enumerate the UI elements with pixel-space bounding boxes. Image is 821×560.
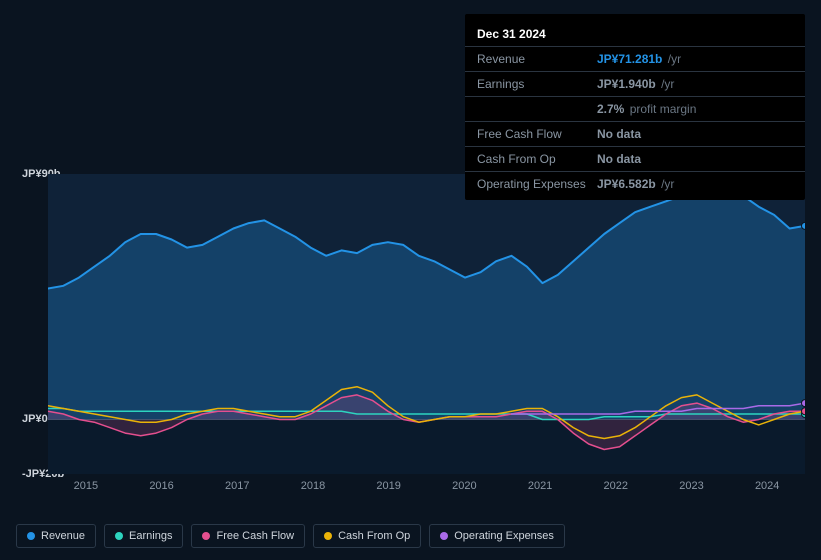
info-value-main: JP¥71.281b — [597, 52, 662, 66]
y-tick-label: JP¥0 — [22, 413, 48, 425]
chart-svg — [48, 174, 805, 474]
legend-label: Revenue — [41, 530, 85, 542]
info-value: JP¥6.582b /yr — [597, 176, 793, 192]
legend-dot-icon — [324, 532, 332, 540]
info-row-cfo: Cash From Op No data — [465, 146, 805, 171]
legend: Revenue Earnings Free Cash Flow Cash From O… — [16, 524, 565, 548]
legend-item-fcf[interactable]: Free Cash Flow — [191, 524, 305, 548]
x-tick-label: 2023 — [654, 480, 730, 492]
x-axis-labels: 2015201620172018201920202021202220232024 — [48, 480, 805, 492]
legend-label: Operating Expenses — [454, 530, 554, 542]
info-value-unit: /yr — [661, 177, 674, 191]
info-value: 2.7% profit margin — [597, 101, 793, 117]
info-date-text: Dec 31 2024 — [477, 26, 546, 42]
info-value-main: JP¥6.582b — [597, 177, 656, 191]
x-tick-label: 2017 — [199, 480, 275, 492]
info-date: Dec 31 2024 — [465, 22, 805, 46]
info-label: Free Cash Flow — [477, 126, 597, 142]
info-row-opex: Operating Expenses JP¥6.582b /yr — [465, 171, 805, 196]
legend-dot-icon — [440, 532, 448, 540]
info-value-main: No data — [597, 152, 641, 166]
info-value: JP¥1.940b /yr — [597, 76, 793, 92]
info-value-unit: profit margin — [630, 102, 697, 116]
legend-dot-icon — [27, 532, 35, 540]
info-label: Earnings — [477, 76, 597, 92]
legend-dot-icon — [202, 532, 210, 540]
legend-label: Cash From Op — [338, 530, 410, 542]
legend-item-earnings[interactable]: Earnings — [104, 524, 183, 548]
x-tick-label: 2021 — [502, 480, 578, 492]
x-tick-label: 2018 — [275, 480, 351, 492]
info-value: No data — [597, 151, 793, 167]
x-tick-label: 2016 — [124, 480, 200, 492]
info-row-revenue: Revenue JP¥71.281b /yr — [465, 46, 805, 71]
info-label: Cash From Op — [477, 151, 597, 167]
x-tick-label: 2020 — [427, 480, 503, 492]
legend-item-cfo[interactable]: Cash From Op — [313, 524, 421, 548]
info-value: JP¥71.281b /yr — [597, 51, 793, 67]
info-value-main: No data — [597, 127, 641, 141]
legend-label: Earnings — [129, 530, 172, 542]
info-value-unit: /yr — [668, 52, 681, 66]
info-label — [477, 101, 597, 117]
x-tick-label: 2022 — [578, 480, 654, 492]
info-value: No data — [597, 126, 793, 142]
legend-item-revenue[interactable]: Revenue — [16, 524, 96, 548]
info-value-main: 2.7% — [597, 102, 624, 116]
x-tick-label: 2024 — [729, 480, 805, 492]
legend-item-opex[interactable]: Operating Expenses — [429, 524, 565, 548]
info-value-main: JP¥1.940b — [597, 77, 656, 91]
info-panel: Dec 31 2024 Revenue JP¥71.281b /yr Earni… — [465, 14, 805, 200]
info-row-fcf: Free Cash Flow No data — [465, 121, 805, 146]
legend-dot-icon — [115, 532, 123, 540]
info-value-unit: /yr — [661, 77, 674, 91]
info-label: Operating Expenses — [477, 176, 597, 192]
info-row-margin: 2.7% profit margin — [465, 96, 805, 121]
x-tick-label: 2015 — [48, 480, 124, 492]
chart-area[interactable]: JP¥90bJP¥0-JP¥20b 2015201620172018201920… — [16, 160, 805, 500]
info-row-earnings: Earnings JP¥1.940b /yr — [465, 71, 805, 96]
x-tick-label: 2019 — [351, 480, 427, 492]
info-label: Revenue — [477, 51, 597, 67]
legend-label: Free Cash Flow — [216, 530, 294, 542]
